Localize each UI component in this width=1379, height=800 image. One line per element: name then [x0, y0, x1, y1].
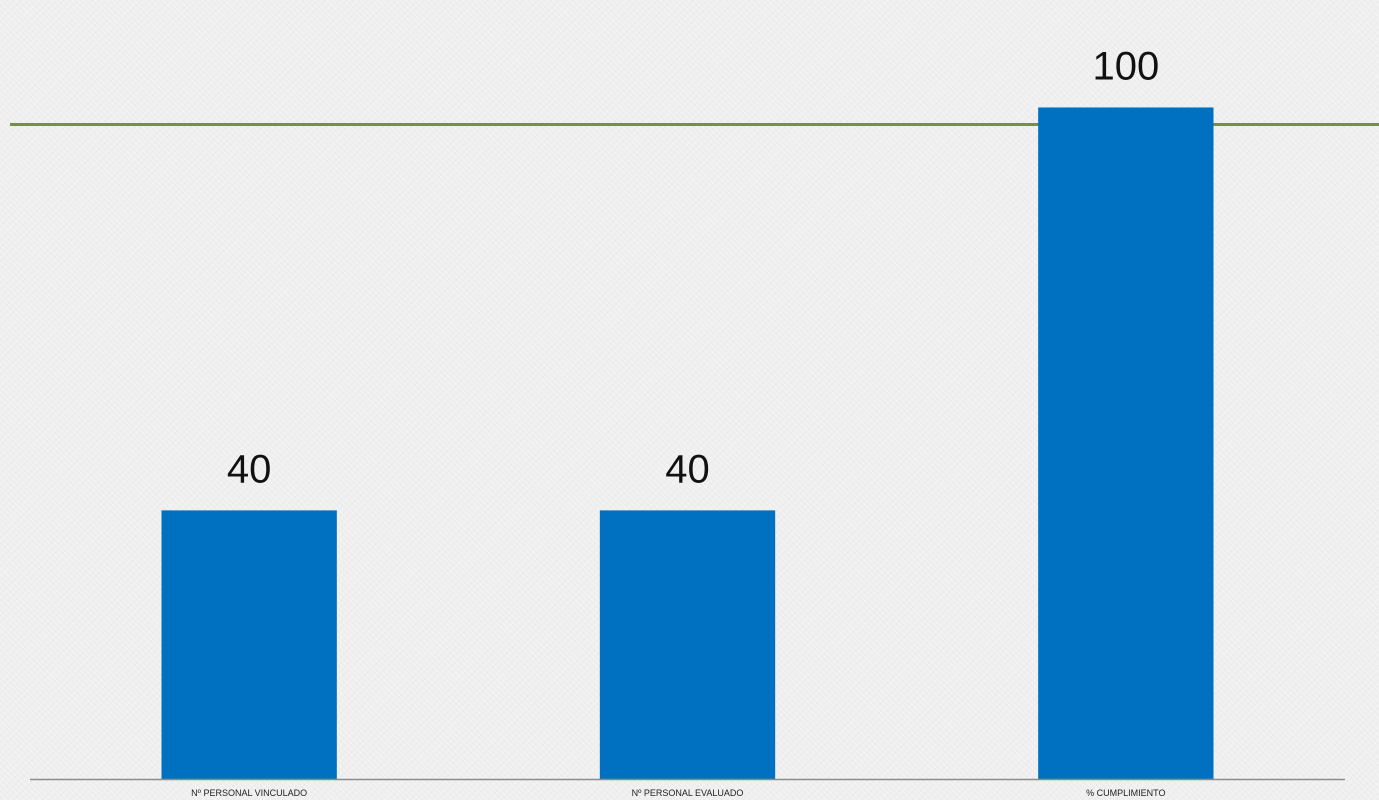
data-label-3: 100 [1092, 44, 1159, 88]
category-label-2: Nº PERSONAL EVALUADO [632, 788, 744, 798]
bar-2 [599, 510, 776, 779]
category-label-1: Nº PERSONAL VINCULADO [191, 788, 307, 798]
data-label-1: 40 [227, 447, 272, 491]
category-label-3: % CUMPLIMIENTO [1086, 788, 1165, 798]
accent-line [10, 123, 1379, 126]
bar-3 [1038, 107, 1214, 780]
data-label-2: 40 [665, 447, 710, 491]
bar-1 [161, 510, 337, 779]
